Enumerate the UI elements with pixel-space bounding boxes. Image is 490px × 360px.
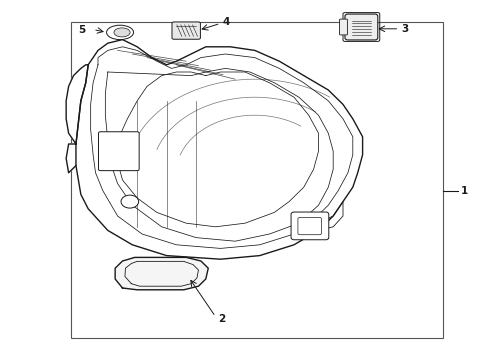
FancyBboxPatch shape bbox=[291, 212, 329, 240]
Ellipse shape bbox=[114, 28, 130, 37]
Polygon shape bbox=[76, 40, 363, 259]
Ellipse shape bbox=[107, 25, 133, 40]
Text: 2: 2 bbox=[218, 314, 225, 324]
Polygon shape bbox=[66, 65, 88, 144]
Polygon shape bbox=[66, 144, 76, 173]
FancyBboxPatch shape bbox=[298, 217, 321, 235]
Text: 3: 3 bbox=[402, 24, 409, 34]
FancyBboxPatch shape bbox=[172, 22, 200, 39]
Bar bbox=[71, 22, 443, 338]
Text: 4: 4 bbox=[223, 17, 230, 27]
Circle shape bbox=[121, 195, 139, 208]
Text: 5: 5 bbox=[78, 24, 86, 35]
FancyBboxPatch shape bbox=[98, 132, 139, 171]
Polygon shape bbox=[115, 257, 208, 290]
FancyBboxPatch shape bbox=[340, 19, 347, 35]
Text: 1: 1 bbox=[461, 186, 468, 196]
FancyBboxPatch shape bbox=[345, 14, 378, 40]
